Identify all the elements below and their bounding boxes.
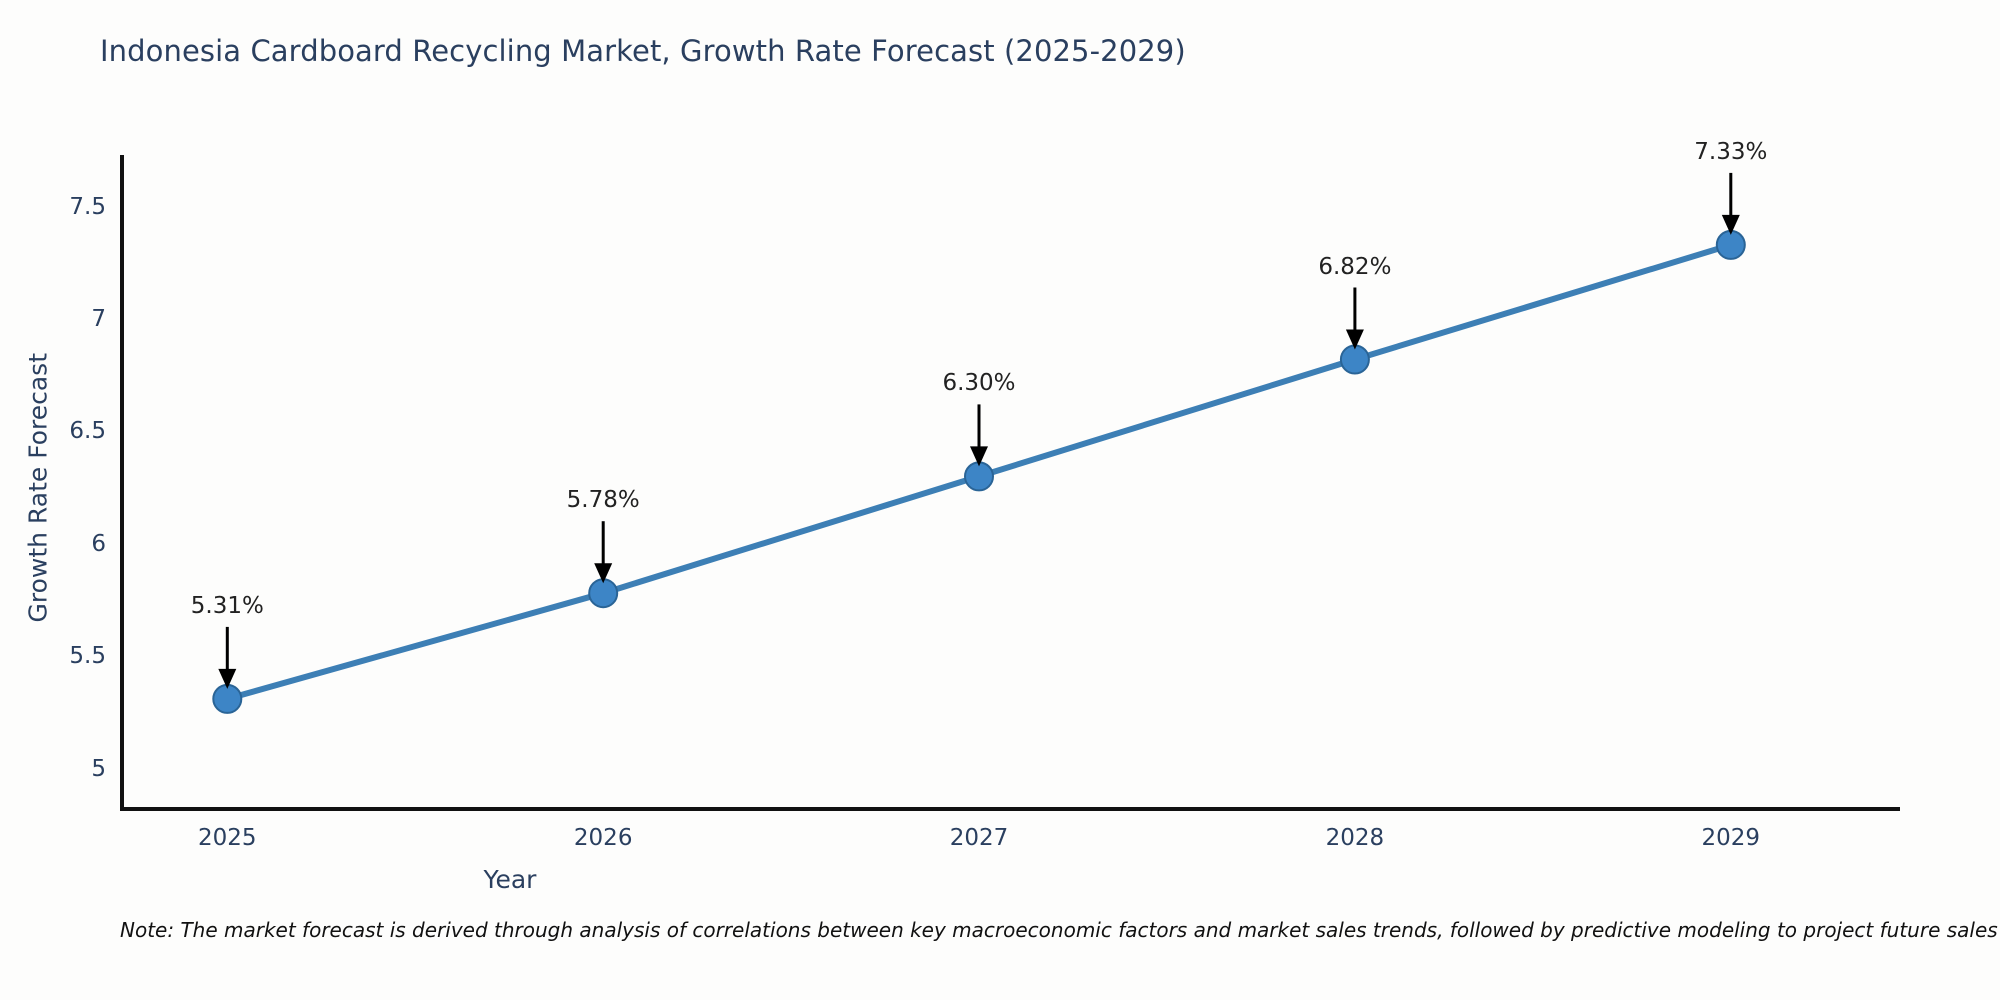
data-point-label: 6.30% bbox=[942, 370, 1016, 397]
data-point-label: 7.33% bbox=[1694, 138, 1768, 165]
x-tick-label: 2029 bbox=[1701, 825, 1761, 851]
y-tick-label: 6.5 bbox=[69, 418, 106, 445]
data-point-label: 5.78% bbox=[566, 487, 640, 514]
annotation-arrow-head bbox=[218, 668, 237, 689]
data-point-marker[interactable] bbox=[212, 683, 243, 714]
annotation-arrow-head bbox=[1721, 214, 1740, 235]
y-tick-label: 5.5 bbox=[69, 643, 106, 670]
data-point-marker[interactable] bbox=[1339, 344, 1370, 375]
y-tick-label: 5 bbox=[91, 755, 106, 782]
x-tick-label: 2027 bbox=[949, 825, 1009, 851]
y-axis-title: Growth Rate Forecast bbox=[23, 353, 53, 623]
annotation-arrows bbox=[218, 172, 1740, 689]
x-tick-label: 2025 bbox=[198, 825, 257, 851]
data-point-marker[interactable] bbox=[588, 578, 619, 609]
data-point-label: 5.31% bbox=[190, 592, 264, 619]
chart-title: Indonesia Cardboard Recycling Market, Gr… bbox=[100, 34, 1186, 68]
annotation-arrow-head bbox=[594, 563, 613, 584]
data-point-marker[interactable] bbox=[964, 461, 994, 492]
x-axis-title: Year bbox=[0, 865, 2000, 894]
chart-footnote: Note: The market forecast is derived thr… bbox=[120, 918, 1998, 942]
data-point-marker[interactable] bbox=[1715, 229, 1746, 260]
x-axis-title-text: Year bbox=[483, 865, 537, 894]
y-tick-label: 7 bbox=[91, 306, 106, 333]
data-point-label: 6.82% bbox=[1318, 253, 1392, 280]
annotation-arrow-head bbox=[1345, 329, 1364, 350]
annotation-arrow-head bbox=[970, 446, 988, 467]
y-tick-label: 7.5 bbox=[69, 193, 106, 220]
y-tick-label: 6 bbox=[91, 530, 106, 557]
x-tick-label: 2026 bbox=[573, 825, 633, 851]
x-tick-label: 2028 bbox=[1325, 825, 1385, 851]
